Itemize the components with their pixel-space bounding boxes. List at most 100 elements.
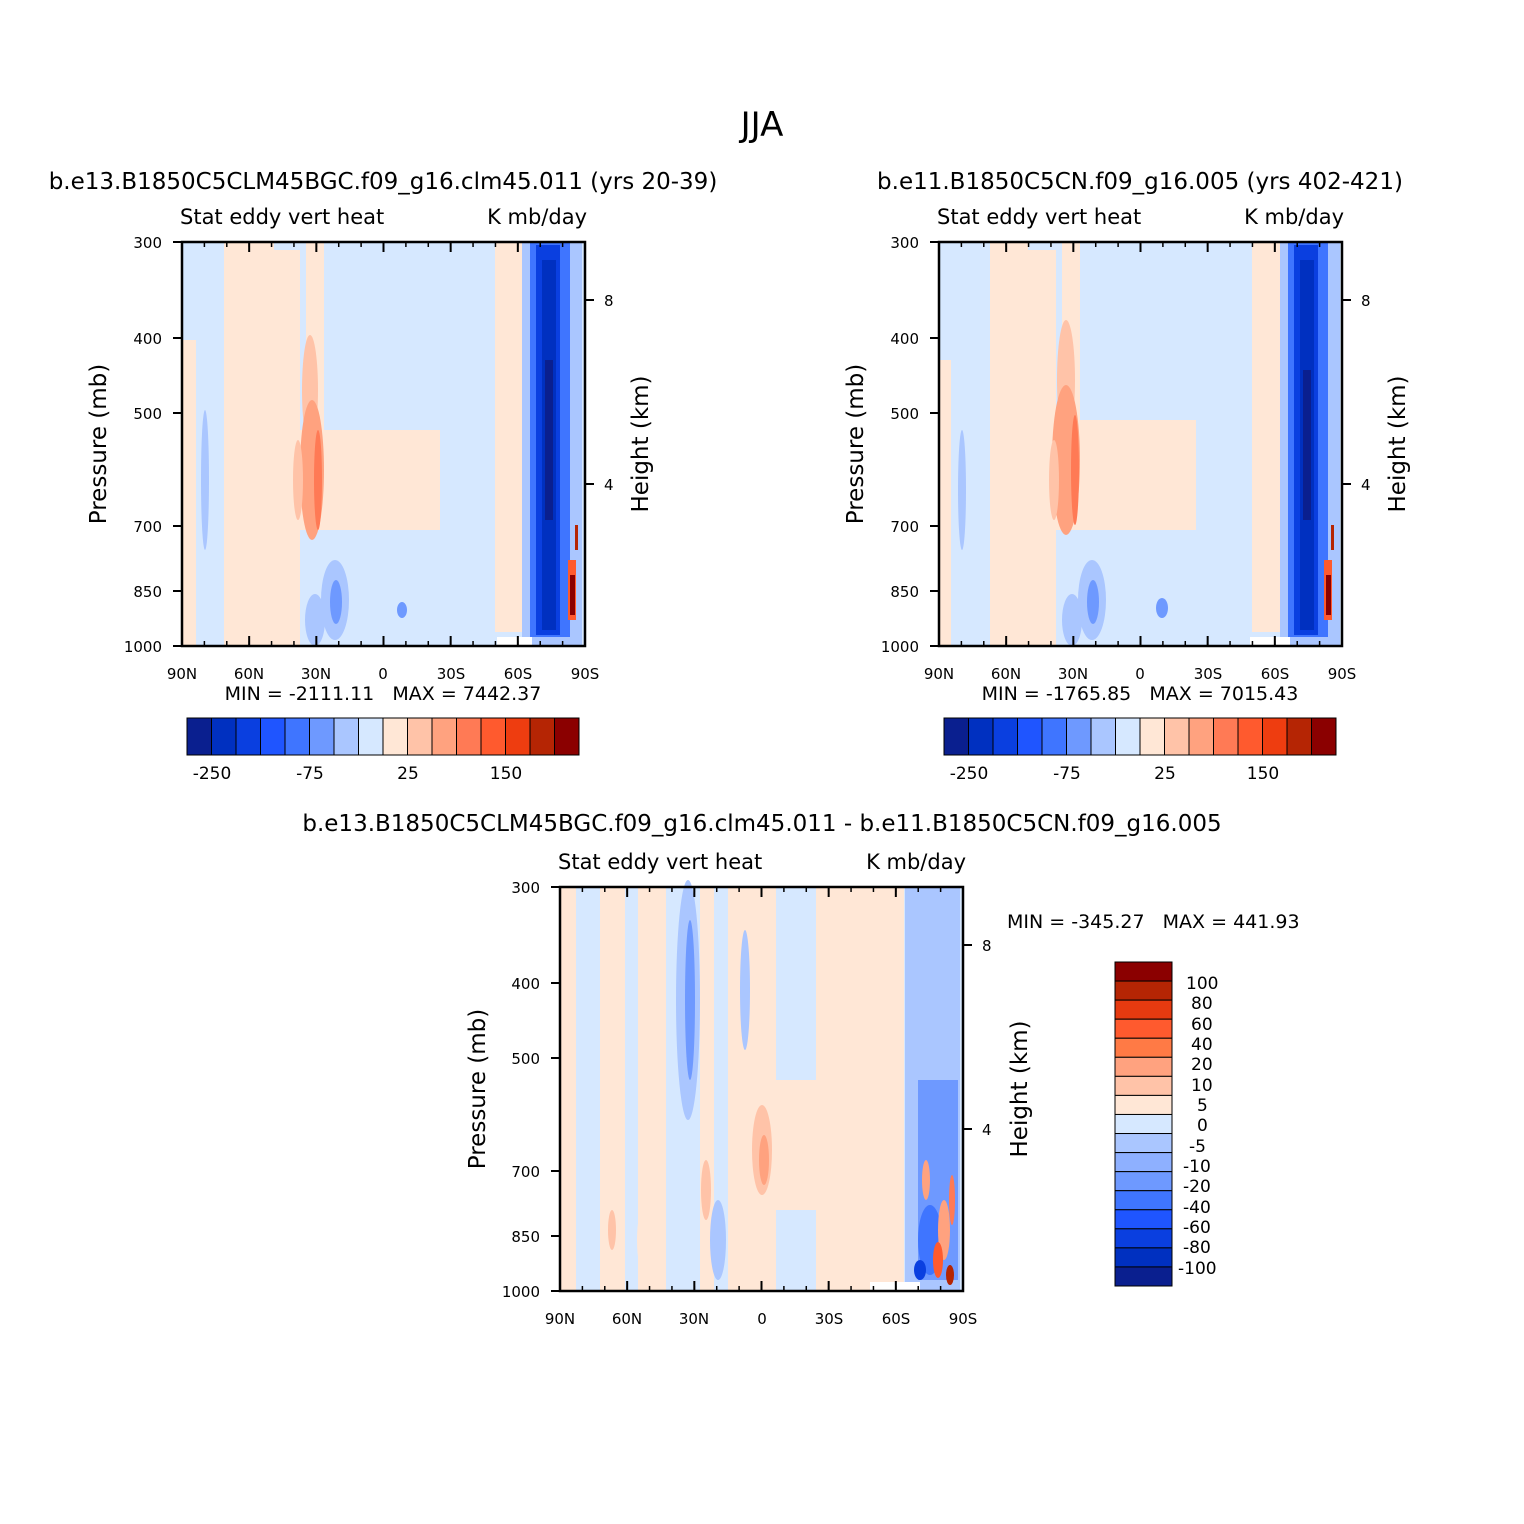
x-tick-label: 60N: [991, 665, 1021, 683]
panel-3: b.e13.B1850C5CLM45BGC.f09_g16.clm45.011 …: [302, 811, 1299, 1328]
colorbar-box: [554, 717, 580, 756]
colorbar-box: [1114, 1094, 1173, 1115]
panel-3-min-max: MIN = -345.27 MAX = 441.93: [1007, 911, 1300, 933]
y2-tick-label: 8: [982, 937, 992, 955]
y-tick-label: 400: [890, 330, 919, 348]
panel-1-y2-ticks: 8 4: [604, 292, 614, 494]
colorbar-box: [235, 717, 261, 756]
colorbar-box: [1164, 717, 1190, 756]
panel-2-y2label: Height (km): [1385, 375, 1411, 512]
colorbar-box: [1114, 1266, 1173, 1287]
colorbar-box: [529, 717, 555, 756]
x-tick-label: 0: [378, 665, 388, 683]
panel-1-title: b.e13.B1850C5CLM45BGC.f09_g16.clm45.011 …: [49, 169, 718, 195]
panel-1: b.e13.B1850C5CLM45BGC.f09_g16.clm45.011 …: [49, 169, 718, 784]
colorbar-label: 5: [1197, 1096, 1208, 1116]
panel-2-left-string: Stat eddy vert heat: [937, 205, 1141, 229]
x-tick-label: 60N: [612, 1310, 642, 1328]
colorbar-label: 20: [1191, 1055, 1213, 1075]
x-tick-label: 60S: [1261, 665, 1290, 683]
colorbar-label: -20: [1183, 1177, 1211, 1197]
panel-2-colorbar: [943, 717, 1337, 756]
panel-2-x-ticks: 90N 60N 30N 0 30S 60S 90S: [924, 665, 1356, 683]
colorbar-box: [1114, 1056, 1173, 1077]
x-tick-label: 0: [757, 1310, 767, 1328]
y-tick-label: 700: [133, 518, 162, 536]
colorbar-box: [284, 717, 310, 756]
colorbar-box: [1188, 717, 1214, 756]
y-tick-label: 700: [511, 1163, 540, 1181]
y-tick-label: 1000: [881, 638, 919, 656]
panel-1-left-string: Stat eddy vert heat: [180, 205, 384, 229]
colorbar-box: [1114, 999, 1173, 1020]
colorbar-label: -5: [1189, 1137, 1206, 1157]
panel-1-x-ticks: 90N 60N 30N 0 30S 60S 90S: [167, 665, 599, 683]
y-tick-label: 300: [133, 234, 162, 252]
colorbar-box: [1139, 717, 1165, 756]
colorbar-box: [1213, 717, 1239, 756]
colorbar-box: [1114, 1190, 1173, 1211]
panel-3-right-string: K mb/day: [866, 850, 966, 874]
colorbar-box: [260, 717, 286, 756]
colorbar-box: [211, 717, 237, 756]
x-tick-label: 30S: [1194, 665, 1223, 683]
colorbar-box: [1114, 1113, 1173, 1135]
colorbar-box: [1114, 1247, 1173, 1268]
colorbar-box: [186, 717, 212, 756]
colorbar-label: 25: [1154, 764, 1176, 784]
colorbar-box: [431, 717, 457, 756]
colorbar-label: -80: [1183, 1238, 1211, 1258]
colorbar-label: 0: [1197, 1116, 1208, 1136]
panel-3-title: b.e13.B1850C5CLM45BGC.f09_g16.clm45.011 …: [302, 811, 1221, 837]
panel-2-title: b.e11.B1850C5CN.f09_g16.005 (yrs 402-421…: [877, 169, 1403, 195]
colorbar-label: -75: [296, 764, 324, 784]
y2-tick-label: 4: [982, 1121, 992, 1139]
panel-3-y2label: Height (km): [1007, 1020, 1033, 1157]
y-tick-label: 400: [133, 330, 162, 348]
x-tick-label: 60N: [234, 665, 264, 683]
panel-1-right-string: K mb/day: [487, 205, 587, 229]
x-tick-label: 0: [1135, 665, 1145, 683]
colorbar-box: [1114, 980, 1173, 1001]
panel-1-y-ticks: 300 400 500 700 850 1000: [124, 234, 162, 656]
x-tick-label: 30N: [1058, 665, 1088, 683]
colorbar-box: [1090, 717, 1116, 756]
panel-2-min-max: MIN = -1765.85 MAX = 7015.43: [982, 683, 1299, 705]
colorbar-label: 60: [1191, 1015, 1213, 1035]
x-tick-label: 90N: [924, 665, 954, 683]
panel-2-ylabel: Pressure (mb): [843, 364, 869, 524]
y-tick-label: 300: [511, 879, 540, 897]
colorbar-box: [456, 717, 482, 756]
colorbar-box: [1262, 717, 1288, 756]
x-tick-label: 90N: [545, 1310, 575, 1328]
panel-1-min-max: MIN = -2111.11 MAX = 7442.37: [225, 683, 542, 705]
colorbar-label: -60: [1183, 1218, 1211, 1238]
colorbar-label: 10: [1191, 1076, 1213, 1096]
x-tick-label: 60S: [504, 665, 533, 683]
y-tick-label: 500: [890, 405, 919, 423]
panel-3-ylabel: Pressure (mb): [465, 1009, 491, 1169]
panel-1-ylabel: Pressure (mb): [86, 364, 112, 524]
y-tick-label: 700: [890, 518, 919, 536]
panel-2-y2-ticks: 8 4: [1361, 292, 1371, 494]
colorbar-label: 25: [397, 764, 419, 784]
y-tick-label: 850: [133, 583, 162, 601]
colorbar-box: [943, 717, 969, 756]
colorbar-box: [1114, 1228, 1173, 1249]
panel-3-colorbar: [1114, 961, 1173, 1287]
x-tick-label: 60S: [882, 1310, 911, 1328]
y2-tick-label: 4: [604, 476, 614, 494]
panel-3-x-ticks: 90N 60N 30N 0 30S 60S 90S: [545, 1310, 977, 1328]
x-tick-label: 30N: [679, 1310, 709, 1328]
y2-tick-label: 4: [1361, 476, 1371, 494]
panel-3-field: [560, 880, 963, 1291]
panel-1-field: [182, 242, 585, 646]
x-tick-label: 30S: [437, 665, 466, 683]
y-tick-label: 300: [890, 234, 919, 252]
panel-3-y2-ticks: 8 4: [982, 937, 992, 1139]
colorbar-box: [1114, 1018, 1173, 1039]
x-tick-label: 30N: [301, 665, 331, 683]
colorbar-box: [309, 717, 335, 756]
colorbar-box: [1017, 717, 1043, 756]
